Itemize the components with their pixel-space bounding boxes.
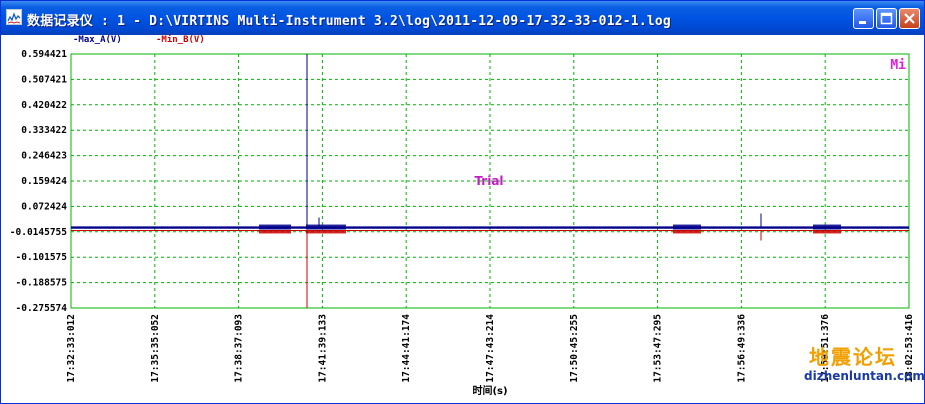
x-tick-label: 17:53:47:295 xyxy=(653,314,664,383)
y-tick-label: 0.246423 xyxy=(21,151,67,162)
close-icon xyxy=(904,13,915,24)
minimize-icon xyxy=(859,21,866,24)
series-min-b-burst xyxy=(306,230,346,234)
x-tick-label: 17:38:37:093 xyxy=(234,314,245,383)
minimize-button[interactable] xyxy=(853,8,874,29)
x-tick-label: 17:35:35:052 xyxy=(150,314,161,383)
x-tick-label: 17:50:45:255 xyxy=(569,314,580,383)
close-button[interactable] xyxy=(899,8,920,29)
x-tick-label: 17:59:51:376 xyxy=(820,314,831,383)
app-chart-icon xyxy=(6,9,22,25)
x-tick-label: 17:44:41:174 xyxy=(401,314,412,383)
y-tick-label: 0.507421 xyxy=(21,74,67,85)
series-min-b-burst xyxy=(813,230,841,234)
y-tick-label: -0.188575 xyxy=(16,278,68,289)
series-max-a-burst xyxy=(259,224,291,230)
y-tick-label: 0.420422 xyxy=(21,100,67,111)
series-min-b-burst xyxy=(673,230,701,234)
y-tick-label: -0.0145755 xyxy=(10,227,67,238)
x-tick-label: 17:32:33:012 xyxy=(66,314,77,383)
series-max-a-burst xyxy=(813,224,841,230)
legend-max-a: -Max_A(V) xyxy=(73,35,122,45)
title-bar[interactable]: 数据记录仪 : 1 - D:\VIRTINS Multi-Instrument … xyxy=(1,1,924,35)
y-tick-label: 0.159424 xyxy=(21,176,67,187)
watermark-url: dizhenluntan.com xyxy=(804,369,925,383)
x-tick-label: 18:02:53:416 xyxy=(904,314,915,383)
x-tick-label: 17:56:49:336 xyxy=(736,314,747,383)
maximize-button[interactable] xyxy=(876,8,897,29)
maximize-icon xyxy=(880,12,893,25)
watermark-cn: 地震论坛 xyxy=(809,345,897,369)
x-tick-label: 17:41:39:133 xyxy=(317,314,328,383)
y-tick-label: 0.594421 xyxy=(21,49,67,60)
x-tick-label: 17:47:43:214 xyxy=(485,314,496,383)
series-min-b-burst xyxy=(259,230,291,234)
y-tick-label: -0.275574 xyxy=(16,303,68,314)
legend-min-b: -Min_B(V) xyxy=(156,35,205,45)
series-max-a-burst xyxy=(306,224,346,230)
corner-label: Mi xyxy=(890,58,906,73)
window-title: 数据记录仪 : 1 - D:\VIRTINS Multi-Instrument … xyxy=(27,14,671,29)
line-chart[interactable]: 0.594421 0.507421 0.420422 0.333422 0.246423… xyxy=(1,35,924,403)
trial-annotation: Trial xyxy=(474,174,503,188)
series-max-a-burst xyxy=(673,224,701,230)
x-axis-label: 时间(s) xyxy=(472,384,507,397)
y-tick-label: 0.072424 xyxy=(21,201,67,212)
y-tick-label: 0.333422 xyxy=(21,125,67,136)
chart-area: -Max_A(V) -Min_B(V) 0.594421 0.507421 0.42… xyxy=(1,35,924,403)
y-tick-label: -0.101575 xyxy=(16,252,68,263)
